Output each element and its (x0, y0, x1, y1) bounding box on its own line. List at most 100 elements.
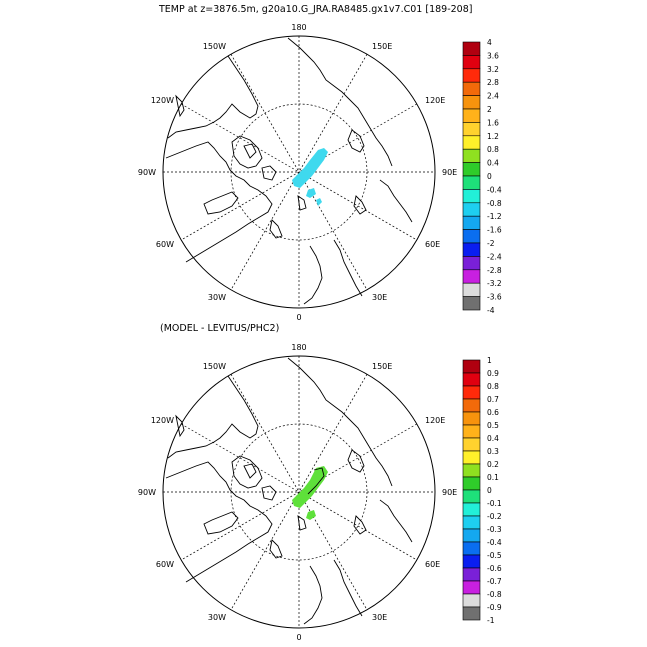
colorbar-swatch (462, 502, 481, 517)
colorbar-swatch (462, 411, 481, 426)
top-panel-title: TEMP at z=3876.5m, g20a10.G_JRA.RA8485.g… (159, 4, 473, 15)
colorbar-swatch (462, 41, 481, 56)
colorbar-swatch (462, 215, 481, 230)
lon-label-90w: 90W (138, 168, 156, 177)
colorbar-swatch (462, 256, 481, 271)
temperature-field (292, 148, 328, 206)
field-patch (292, 148, 328, 188)
lon-label-180: 180 (291, 343, 306, 352)
colorbar-swatch (462, 515, 481, 530)
colorbar-swatch (462, 282, 481, 297)
lon-label-150w: 150W (203, 42, 226, 51)
colorbar-tick-label: 0.5 (487, 421, 499, 430)
field-patch (306, 188, 316, 198)
colorbar-swatch (462, 242, 481, 257)
colorbar-tick-label: -0.4 (487, 185, 502, 194)
colorbar-tick-label: 3.2 (487, 65, 499, 74)
colorbar-tick-label: -1.6 (487, 226, 502, 235)
colorbar-swatch (462, 55, 481, 70)
top-colorbar: 4 3.6 3.2 2.8 2.4 2 1.6 1.2 0.8 0.4 0 -0.4 -0.8 -1.2 -… (462, 38, 502, 315)
colorbar-tick-label: 1.2 (487, 132, 499, 141)
colorbar-tick-label: -0.2 (487, 512, 502, 521)
colorbar-tick-label: 0.4 (487, 159, 499, 168)
colorbar-swatch (462, 528, 481, 543)
colorbar-tick-label: -0.8 (487, 199, 502, 208)
difference-field (292, 466, 328, 520)
colorbar-swatch (462, 489, 481, 504)
colorbar-swatch (462, 68, 481, 83)
lon-label-150e: 150E (372, 362, 392, 371)
colorbar-swatch (462, 135, 481, 150)
colorbar-swatch (462, 385, 481, 400)
lon-label-120e: 120E (425, 416, 445, 425)
lon-label-60e: 60E (425, 240, 440, 249)
colorbar-swatch (462, 202, 481, 217)
colorbar-tick-label: 1 (487, 356, 492, 365)
colorbar-tick-label: 0.2 (487, 460, 499, 469)
colorbar-swatch (462, 372, 481, 387)
lon-label-60w: 60W (156, 560, 174, 569)
lon-label-150w: 150W (203, 362, 226, 371)
lon-label-120e: 120E (425, 96, 445, 105)
field-patch (292, 466, 328, 508)
colorbar-tick-label: 2 (487, 105, 492, 114)
colorbar-tick-label: 0.8 (487, 382, 499, 391)
lon-label-180: 180 (291, 23, 306, 32)
lon-label-90e: 90E (442, 168, 457, 177)
colorbar-swatch (462, 567, 481, 582)
longitude-labels: 180 150E 120E 90E 60E 30E 0 30W 60W 90W … (138, 23, 457, 322)
colorbar-tick-label: -2.4 (487, 252, 502, 261)
colorbar-tick-label: -1 (487, 616, 495, 625)
lon-label-0: 0 (296, 633, 301, 642)
colorbar-swatch (462, 148, 481, 163)
colorbar-swatch (462, 437, 481, 452)
colorbar-tick-label: 0 (487, 172, 492, 181)
colorbar-swatch (462, 463, 481, 478)
colorbar-tick-label: -0.5 (487, 551, 502, 560)
lon-label-30e: 30E (372, 613, 387, 622)
lon-label-90e: 90E (442, 488, 457, 497)
field-contour (307, 467, 325, 495)
colorbar-swatch (462, 359, 481, 374)
colorbar-tick-label: 0.9 (487, 369, 499, 378)
colorbar-swatch (462, 554, 481, 569)
colorbar-swatch (462, 476, 481, 491)
field-patch (306, 510, 316, 520)
colorbar-swatch (462, 122, 481, 137)
lon-label-0: 0 (296, 313, 301, 322)
graticule (163, 356, 435, 628)
colorbar-tick-label: 0 (487, 486, 492, 495)
colorbar-swatch (462, 95, 481, 110)
coastlines (165, 357, 413, 625)
colorbar-tick-label: 0.4 (487, 434, 499, 443)
colorbar-tick-label: -0.9 (487, 603, 502, 612)
colorbar-swatch (462, 175, 481, 190)
colorbar-swatch (462, 162, 481, 177)
lon-label-60w: 60W (156, 240, 174, 249)
graticule (163, 36, 435, 308)
colorbar-swatch (462, 398, 481, 413)
colorbar-swatch (462, 81, 481, 96)
colorbar-tick-label: 0.6 (487, 408, 499, 417)
colorbar-swatch (462, 580, 481, 595)
colorbar-tick-label: 4 (487, 38, 492, 47)
longitude-labels: 180 150E 120E 90E 60E 30E 0 30W 60W 90W … (138, 343, 457, 642)
colorbar-swatch (462, 269, 481, 284)
bottom-colorbar: 1 0.9 0.8 0.7 0.6 0.5 0.4 0.3 0.2 0.1 0 -0.1 -0.2 -0.… (462, 356, 502, 625)
lon-label-150e: 150E (372, 42, 392, 51)
colorbar-tick-label: -0.6 (487, 564, 502, 573)
colorbar-swatch (462, 108, 481, 123)
colorbar-tick-label: -2 (487, 239, 495, 248)
colorbar-tick-label: 0.8 (487, 145, 499, 154)
colorbar-tick-label: 2.8 (487, 78, 499, 87)
top-polar-map: 180 150E 120E 90E 60E 30E 0 30W 60W 90W … (138, 23, 457, 322)
colorbar-tick-label: -0.7 (487, 577, 502, 586)
field-patch (316, 198, 322, 206)
colorbar-swatch (462, 189, 481, 204)
colorbar-tick-label: -3.6 (487, 293, 502, 302)
coastlines (165, 37, 413, 305)
colorbar-tick-label: 3.6 (487, 51, 499, 60)
lon-label-120w: 120W (151, 416, 174, 425)
colorbar-tick-label: -0.3 (487, 525, 502, 534)
